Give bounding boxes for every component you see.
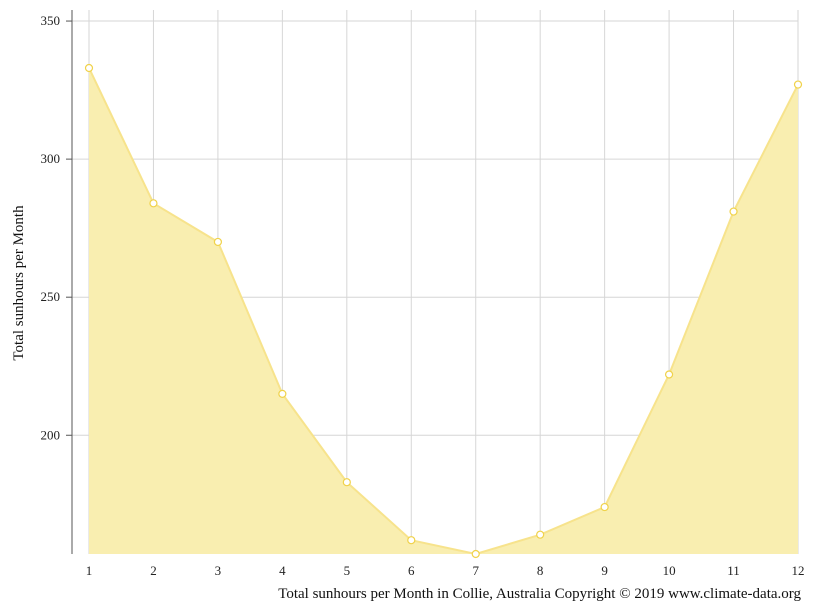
data-point — [793, 80, 803, 89]
x-tick-label: 12 — [792, 563, 805, 578]
data-point — [664, 370, 674, 379]
y-tick-labels: 200 250 300 350 — [41, 13, 61, 442]
data-point — [213, 237, 223, 247]
data-point — [278, 389, 287, 398]
y-axis — [66, 10, 73, 554]
y-tick-label: 200 — [41, 427, 61, 442]
x-tick-labels: 1 2 3 4 5 6 7 8 9 10 11 12 — [86, 563, 805, 578]
y-axis-title: Total sunhours per Month — [11, 205, 27, 361]
x-tick-label: 7 — [472, 563, 479, 578]
area-fill — [89, 67, 798, 555]
chart-caption: Total sunhours per Month in Collie, Aust… — [278, 586, 801, 602]
data-point — [600, 502, 609, 512]
y-tick-label: 250 — [41, 289, 61, 304]
data-point — [149, 199, 158, 208]
x-tick-label: 3 — [215, 563, 222, 578]
x-tick-label: 8 — [537, 563, 544, 578]
series-line — [88, 67, 799, 556]
data-point — [729, 207, 738, 216]
data-point — [536, 530, 545, 539]
x-tick-label: 1 — [86, 563, 93, 578]
data-point — [342, 478, 351, 487]
x-tick-label: 9 — [601, 563, 608, 578]
x-tick-label: 10 — [663, 563, 676, 578]
area-series — [88, 67, 799, 556]
y-tick-label: 350 — [41, 13, 61, 28]
x-tick-label: 6 — [408, 563, 415, 578]
x-tick-label: 4 — [279, 563, 286, 578]
data-point — [407, 536, 416, 545]
data-points — [84, 63, 803, 559]
x-tick-label: 5 — [344, 563, 351, 578]
x-tick-label: 11 — [727, 563, 740, 578]
data-point — [84, 63, 94, 73]
x-tick-label: 2 — [150, 563, 157, 578]
y-tick-label: 300 — [41, 151, 61, 166]
data-point — [471, 549, 480, 559]
